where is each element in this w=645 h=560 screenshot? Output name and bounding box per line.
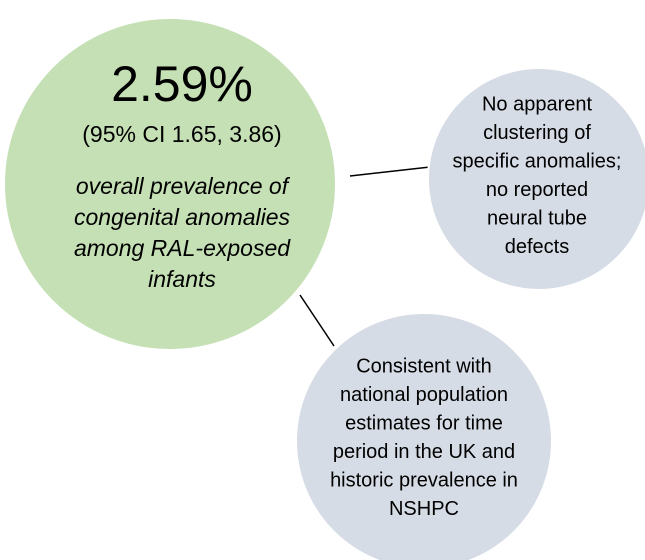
side-circle (295, 312, 553, 560)
text-line: NSHPC (389, 498, 459, 520)
main-circle (3, 17, 337, 351)
text-line: period in the UK and (333, 441, 515, 463)
subline: (95% CI 1.65, 3.86) (82, 121, 281, 147)
text-line: historic prevalence in (330, 469, 518, 491)
node-text: Consistent with national population estima… (330, 355, 518, 520)
side-circle (427, 67, 645, 291)
text-line: Consistent with (356, 355, 492, 377)
connector (299, 294, 335, 347)
text-line: estimates for time (345, 412, 503, 434)
text-line: clustering of (483, 122, 591, 144)
text-line: specific anomalies; (453, 150, 622, 172)
connector (349, 166, 431, 177)
node-text: overall prevalence of congenital anomalie… (74, 173, 291, 292)
text-line: infants (148, 266, 216, 292)
text-line: among RAL-exposed (74, 235, 291, 261)
text-line: national population (340, 384, 508, 406)
text-line: congenital anomalies (74, 204, 291, 230)
node-text: No apparent clustering of specific anomali… (453, 93, 622, 258)
text-line: overall prevalence of (76, 173, 291, 199)
text-line: No apparent (482, 93, 593, 115)
text-line: neural tube (487, 207, 587, 229)
text-line: defects (505, 236, 569, 258)
headline: 2.59% (111, 56, 253, 112)
text-line: no reported (486, 179, 588, 201)
